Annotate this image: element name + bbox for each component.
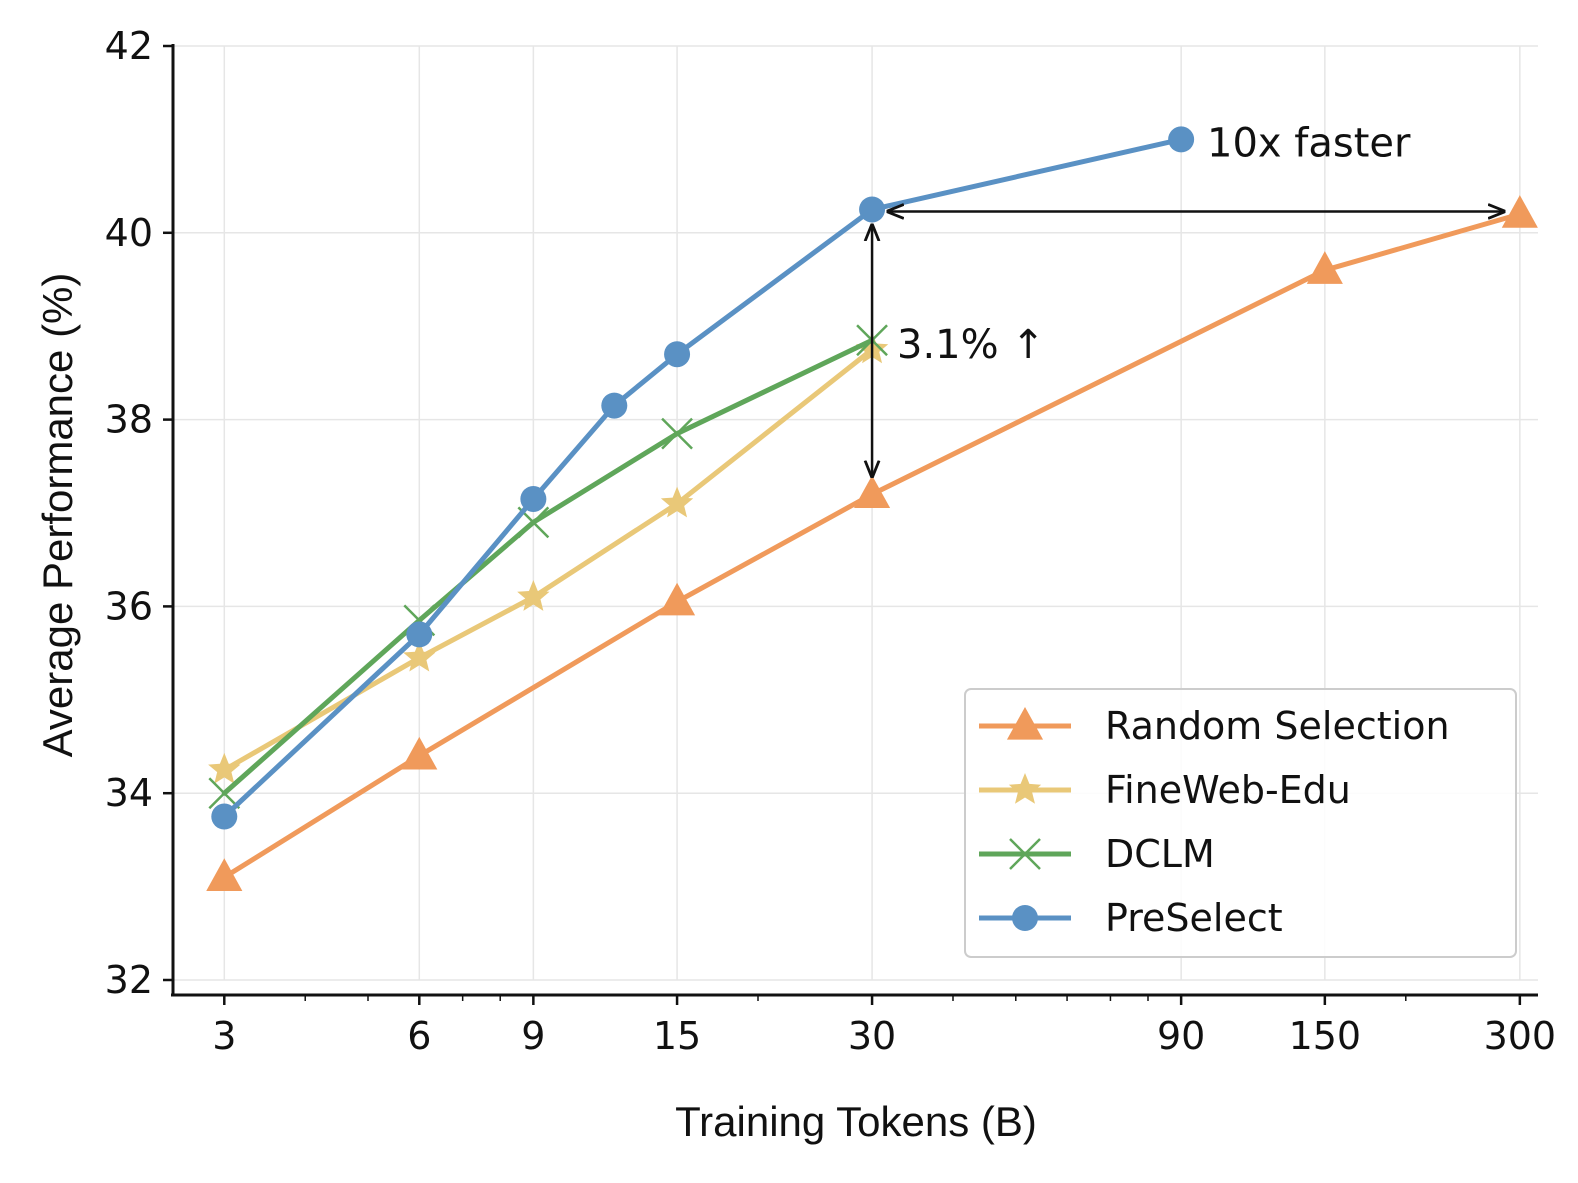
data-point-preselect bbox=[211, 803, 238, 830]
legend-marker bbox=[1009, 838, 1041, 870]
x-tick-label: 9 bbox=[521, 1014, 545, 1058]
legend-label: DCLM bbox=[1105, 832, 1215, 876]
data-point-random-selection bbox=[659, 582, 696, 616]
x-tick-label: 90 bbox=[1157, 1014, 1205, 1058]
legend: Random Selection FineWeb-Edu DCLM PreSelect bbox=[964, 688, 1517, 958]
legend-item-fineweb-edu: FineWeb-Edu bbox=[979, 768, 1351, 812]
legend-label: FineWeb-Edu bbox=[1105, 768, 1351, 812]
x-tick-label: 3 bbox=[212, 1014, 236, 1058]
data-point-preselect bbox=[664, 341, 691, 368]
data-point-random-selection bbox=[854, 475, 891, 508]
data-point-fineweb-edu bbox=[517, 580, 550, 611]
grid bbox=[173, 45, 1538, 981]
legend-marker bbox=[1008, 773, 1042, 804]
x-tick-label: 300 bbox=[1484, 1014, 1557, 1058]
data-point-fineweb-edu bbox=[208, 752, 241, 784]
x-tick-label: 150 bbox=[1289, 1014, 1362, 1058]
legend-item-dclm: DCLM bbox=[979, 832, 1215, 876]
series-group bbox=[206, 126, 1538, 891]
data-point-dclm bbox=[661, 417, 693, 450]
y-tick-label: 34 bbox=[105, 771, 153, 815]
x-marker-stroke bbox=[661, 417, 693, 450]
data-point-random-selection bbox=[401, 736, 438, 770]
legend-box bbox=[964, 688, 1517, 958]
data-point-preselect bbox=[1168, 126, 1195, 153]
y-axis-title: Average Performance (%) bbox=[34, 273, 81, 758]
x-marker-stroke bbox=[517, 506, 550, 539]
data-point-fineweb-edu bbox=[403, 640, 436, 672]
legend-marker bbox=[1006, 707, 1044, 740]
x-marker-stroke bbox=[208, 777, 241, 810]
y-tick-label: 38 bbox=[105, 398, 153, 442]
y-tick-label: 32 bbox=[105, 958, 153, 1002]
data-point-preselect bbox=[859, 196, 886, 223]
legend-label: Random Selection bbox=[1105, 704, 1450, 748]
data-point-fineweb-edu bbox=[660, 486, 694, 518]
legend-label: PreSelect bbox=[1105, 896, 1283, 940]
series-random-selection bbox=[206, 195, 1538, 891]
x-axis-title: Training Tokens (B) bbox=[675, 1098, 1037, 1145]
x-tick-label: 6 bbox=[407, 1014, 431, 1058]
data-point-random-selection bbox=[1501, 195, 1538, 228]
annotation-improvement: 3.1% ↑ bbox=[897, 322, 1045, 368]
x-tick-label: 30 bbox=[848, 1014, 896, 1058]
legend-marker bbox=[1012, 905, 1038, 931]
annotations: 10x faster 3.1% ↑ bbox=[872, 120, 1504, 476]
series-preselect bbox=[211, 126, 1195, 830]
data-point-random-selection bbox=[1306, 251, 1343, 284]
y-tick-label: 42 bbox=[105, 24, 153, 68]
y-tick-label: 40 bbox=[105, 211, 153, 255]
y-tick-label: 36 bbox=[105, 584, 153, 628]
series-line-random-selection bbox=[221, 211, 1523, 880]
data-point-random-selection bbox=[206, 858, 243, 891]
data-point-dclm bbox=[208, 777, 241, 810]
x-marker-stroke bbox=[1009, 838, 1041, 870]
legend-item-random-selection: Random Selection bbox=[979, 704, 1450, 748]
x-tick-label: 15 bbox=[653, 1014, 701, 1058]
data-point-preselect bbox=[520, 485, 547, 512]
data-point-preselect bbox=[406, 621, 433, 648]
legend-item-preselect: PreSelect bbox=[979, 896, 1283, 940]
data-point-preselect bbox=[601, 392, 628, 419]
annotation-speedup: 10x faster bbox=[1207, 120, 1411, 166]
